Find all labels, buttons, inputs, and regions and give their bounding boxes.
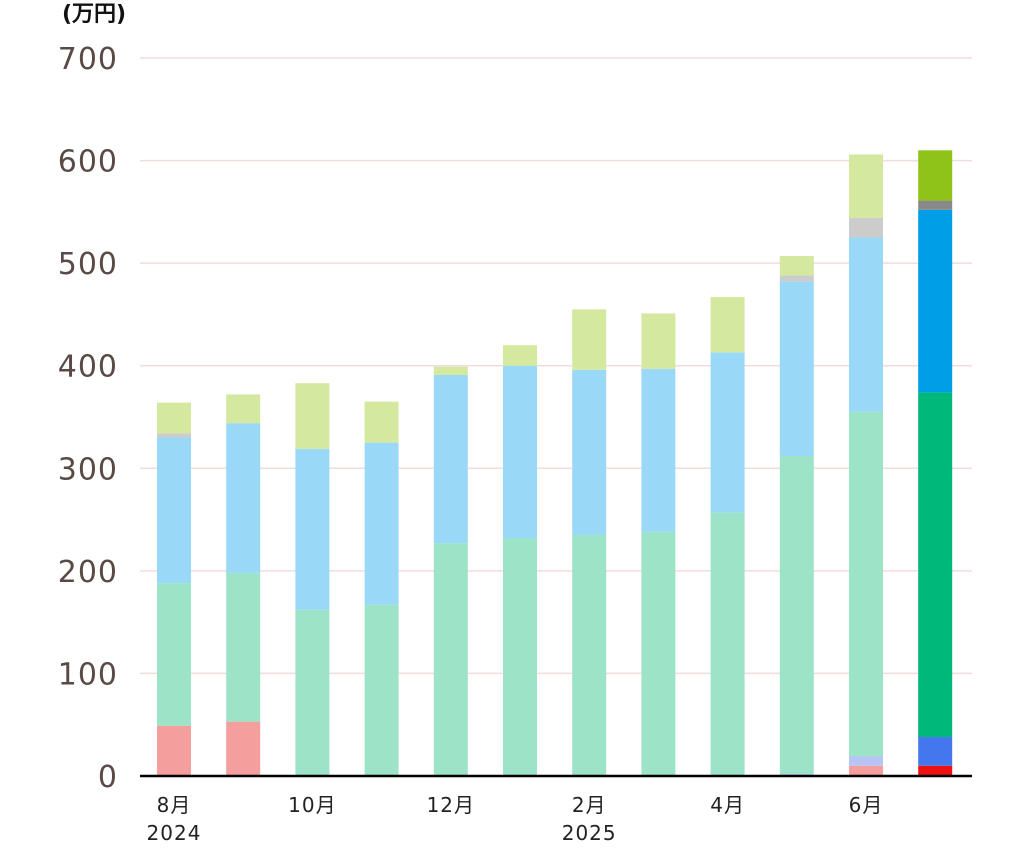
bar-segment <box>433 374 468 544</box>
bar-segment <box>157 433 191 438</box>
bar-segment <box>918 392 953 738</box>
x-tick-label: 12月 <box>427 793 475 817</box>
bar-segment <box>849 237 883 412</box>
bar-segment <box>779 281 814 456</box>
bar-segment <box>849 154 883 219</box>
bar-segment <box>779 275 814 282</box>
bar-segment <box>710 296 745 353</box>
bar-segment <box>918 765 953 776</box>
y-tick-label: 100 <box>58 657 118 692</box>
x-tick-label: 4月 <box>710 793 745 817</box>
bar-segment <box>572 534 607 776</box>
bar-segment <box>849 765 883 776</box>
bar-segment <box>572 369 607 535</box>
bar-segment <box>295 609 330 776</box>
y-tick-label: 300 <box>58 452 118 487</box>
x-tick-label: 2024 <box>147 821 202 845</box>
bar-segment <box>641 313 676 369</box>
bar-segment <box>157 437 191 584</box>
bar-segment <box>364 604 399 776</box>
bar-segment <box>503 365 537 539</box>
bar-segment <box>918 209 953 393</box>
bar-segment <box>226 423 261 573</box>
y-tick-label: 0 <box>98 760 118 795</box>
bar-segment <box>226 394 261 424</box>
y-tick-label: 700 <box>58 42 118 77</box>
x-tick-label: 2025 <box>562 821 617 845</box>
x-tick-label: 10月 <box>288 793 336 817</box>
y-tick-label: 400 <box>58 350 118 385</box>
bar-segment <box>226 721 261 776</box>
x-tick-label: 2月 <box>572 793 607 817</box>
bar-segment <box>295 383 330 449</box>
bar-segment <box>918 200 953 210</box>
bar-segment <box>157 583 191 726</box>
bar-segment <box>849 218 883 238</box>
bar-segment <box>226 572 261 722</box>
bar-segment <box>157 402 191 434</box>
bar-segment <box>779 455 814 774</box>
bar-segment <box>641 531 676 776</box>
y-axis-unit-label: (万円) <box>62 2 127 27</box>
x-tick-label: 6月 <box>849 793 884 817</box>
bar-segment <box>364 401 399 443</box>
bar-segment <box>433 366 468 375</box>
bar-segment <box>849 411 883 757</box>
bar-segment <box>779 255 814 276</box>
bar-segment <box>572 309 607 370</box>
y-tick-label: 600 <box>58 145 118 180</box>
y-tick-label: 200 <box>58 555 118 590</box>
bar-segment <box>364 442 399 605</box>
bar-segment <box>433 543 468 776</box>
bar-segment <box>295 448 330 610</box>
y-tick-label: 500 <box>58 247 118 282</box>
bar-segment <box>641 368 676 532</box>
bar-segment <box>503 345 537 366</box>
bar-segment <box>918 150 953 201</box>
bar-segment <box>503 538 537 776</box>
bar-segment <box>918 737 953 766</box>
bar-segment <box>710 352 745 513</box>
bar-segment <box>157 725 191 776</box>
bar-segment <box>710 512 745 776</box>
bar-segment <box>849 756 883 766</box>
x-tick-label: 8月 <box>157 793 192 817</box>
